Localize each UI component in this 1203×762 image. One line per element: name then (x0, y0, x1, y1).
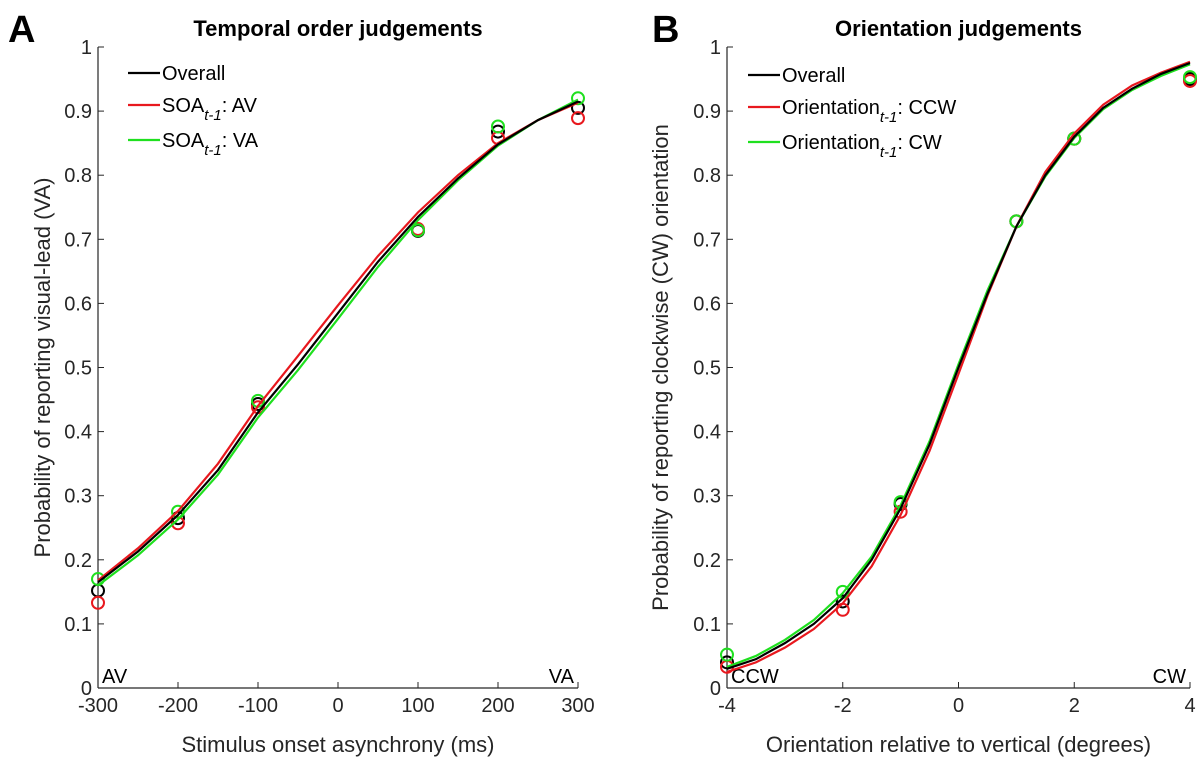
y-tick-label: 0.6 (693, 293, 721, 315)
panel-letter: A (8, 9, 35, 51)
x-tick-label: -100 (238, 695, 278, 717)
y-tick-label: 0.3 (693, 486, 721, 508)
legend-label: Orientationt-1: CW (782, 132, 942, 161)
y-tick-label: 0.6 (64, 293, 92, 315)
data-point (835, 594, 850, 609)
fit-curve (726, 61, 1191, 670)
data-point (571, 91, 585, 106)
legend-label: Overall (782, 65, 845, 87)
annotation: AV (102, 666, 128, 688)
x-tick-label: 4 (1184, 695, 1195, 717)
y-axis-label: Probability of reporting visual-lead (VA… (30, 178, 55, 558)
fit-curve (97, 101, 579, 582)
legend-label-part: : CCW (897, 97, 956, 119)
legend-label-part: : AV (222, 95, 258, 117)
legend-label-part: : VA (222, 130, 259, 152)
y-tick-label: 0 (81, 678, 92, 700)
data-point (491, 124, 505, 139)
x-tick-label: 0 (332, 695, 343, 717)
chart-title: Temporal order judgements (193, 16, 482, 41)
fit-curve (726, 60, 1191, 674)
x-tick-label: 200 (481, 695, 514, 717)
data-point (491, 119, 505, 134)
legend-label-part: t-1 (204, 142, 222, 159)
y-tick-label: 0.8 (64, 165, 92, 187)
data-point (1183, 73, 1197, 88)
x-tick-label: -300 (78, 695, 118, 717)
legend-label-part: Overall (162, 63, 225, 85)
annotation: CCW (731, 666, 779, 688)
fit-curve (97, 100, 579, 584)
annotation: VA (549, 666, 575, 688)
legend-label-part: t-1 (880, 109, 898, 126)
x-axis-label: Orientation relative to vertical (degree… (766, 732, 1151, 757)
legend-label-part: Overall (782, 65, 845, 87)
y-tick-label: 0.7 (64, 229, 92, 251)
y-tick-label: 0.2 (64, 550, 92, 572)
chart-title: Orientation judgements (835, 16, 1082, 41)
y-tick-label: 0.5 (693, 358, 721, 380)
y-tick-label: 1 (710, 37, 721, 59)
legend-label-part: : CW (897, 132, 942, 154)
legend-label: Orientationt-1: CCW (782, 97, 956, 126)
legend-label: SOAt-1: VA (162, 130, 259, 159)
x-tick-label: 2 (1069, 695, 1080, 717)
legend-label-part: Orientation (782, 97, 880, 119)
x-tick-label: 300 (561, 695, 594, 717)
x-tick-label: 100 (401, 695, 434, 717)
legend-label-part: SOA (162, 95, 205, 117)
y-tick-label: 0 (710, 678, 721, 700)
data-point (571, 111, 585, 126)
x-tick-label: -2 (834, 695, 852, 717)
legend-label: SOAt-1: AV (162, 95, 258, 124)
y-tick-label: 0.4 (64, 422, 92, 444)
data-point (411, 223, 425, 238)
legend-label-part: Orientation (782, 132, 880, 154)
y-tick-label: 0.3 (64, 486, 92, 508)
panel-letter: B (652, 9, 679, 51)
x-tick-label: 0 (953, 695, 964, 717)
data-point (835, 602, 850, 617)
data-point (91, 595, 105, 610)
y-tick-label: 0.4 (693, 422, 721, 444)
y-tick-label: 0.1 (64, 614, 92, 636)
y-tick-label: 0.7 (693, 229, 721, 251)
y-tick-label: 0.9 (64, 101, 92, 123)
annotation: CW (1153, 666, 1186, 688)
y-axis-label: Probability of reporting clockwise (CW) … (648, 124, 673, 611)
x-tick-label: -200 (158, 695, 198, 717)
legend-label-part: t-1 (880, 144, 898, 161)
y-tick-label: 0.1 (693, 614, 721, 636)
data-point (720, 647, 734, 662)
legend-label: Overall (162, 63, 225, 85)
x-axis-label: Stimulus onset asynchrony (ms) (182, 732, 495, 757)
legend-label-part: t-1 (204, 107, 222, 124)
x-tick-label: -4 (718, 695, 736, 717)
y-tick-label: 0.5 (64, 358, 92, 380)
y-tick-label: 0.2 (693, 550, 721, 572)
fit-curve (97, 98, 579, 587)
data-point (1183, 70, 1197, 85)
y-tick-label: 0.8 (693, 165, 721, 187)
y-tick-label: 1 (81, 37, 92, 59)
legend-label-part: SOA (162, 130, 205, 152)
y-tick-label: 0.9 (693, 101, 721, 123)
